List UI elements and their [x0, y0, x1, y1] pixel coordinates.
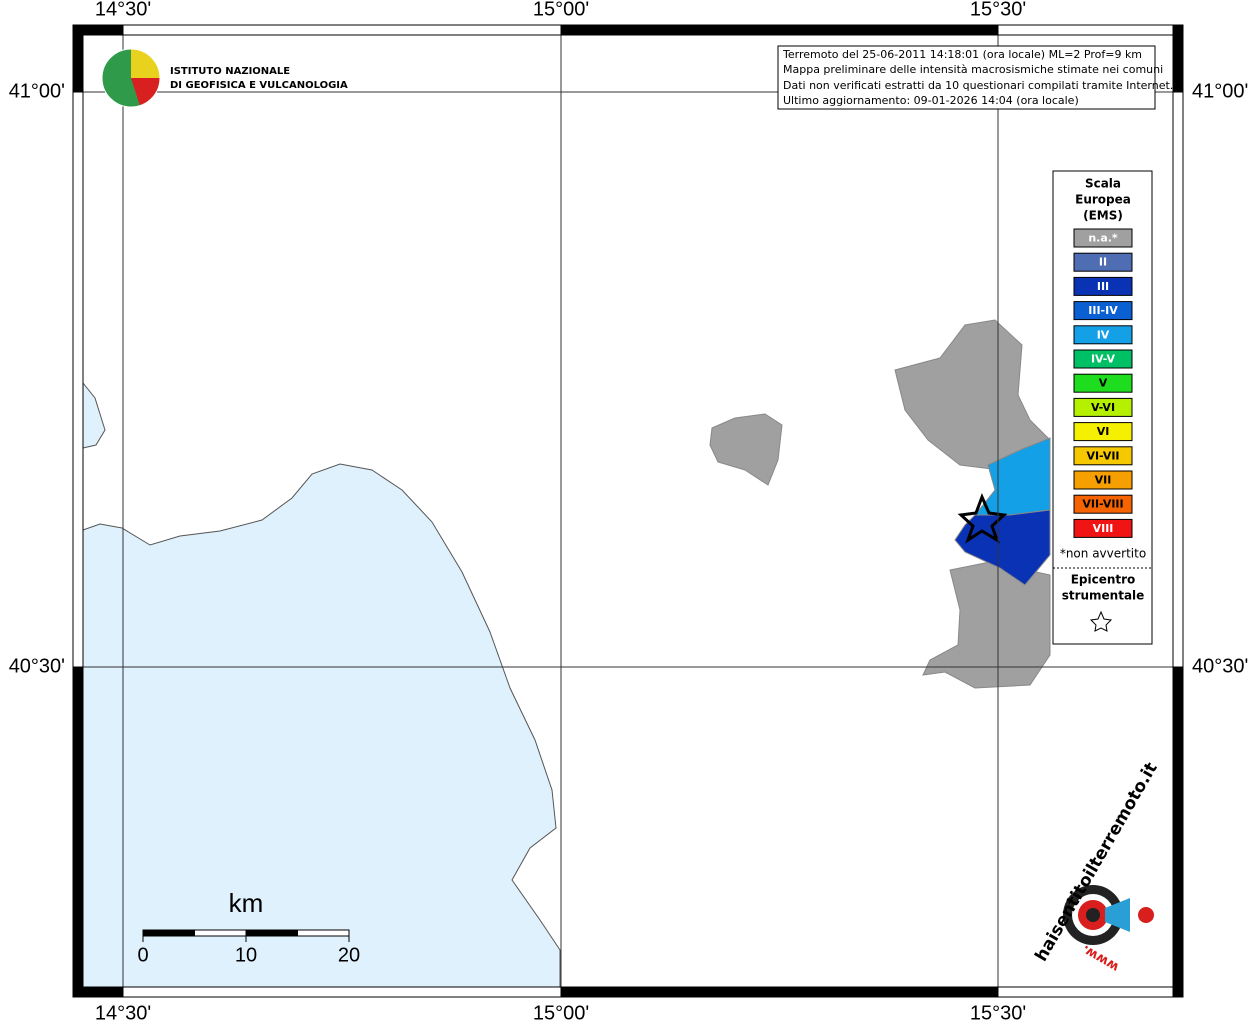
lat-label: 41°00': [9, 80, 65, 102]
scale-tick: 10: [235, 944, 257, 966]
lon-label: 15°30': [970, 0, 1026, 20]
legend-label: II: [1099, 256, 1107, 269]
info-line: Mappa preliminare delle intensità macros…: [783, 63, 1163, 76]
region-na: [922, 561, 1051, 689]
legend-label: III: [1097, 280, 1109, 293]
legend-swatch: [1073, 397, 1133, 417]
legend: Scala Europea (EMS) *non avvertito Epice…: [1052, 170, 1153, 645]
legend-title: Scala: [1085, 177, 1121, 191]
logo-text: ISTITUTO NAZIONALE: [170, 66, 290, 77]
lon-label: 14°30': [95, 0, 151, 20]
legend-swatch: [1073, 470, 1133, 490]
legend-label: VII: [1095, 474, 1112, 487]
epicenter-title: Epicentro: [1071, 573, 1136, 587]
legend-swatch: [1073, 325, 1133, 345]
legend-title: Europea: [1075, 193, 1131, 207]
lat-label: 40°30': [1192, 655, 1248, 677]
epicenter-star: [957, 493, 1008, 544]
legend-title: (EMS): [1083, 209, 1123, 223]
logo-text: DI GEOFISICA E VULCANOLOGIA: [170, 80, 348, 91]
legend-swatch: [1073, 349, 1133, 369]
info-line: Ultimo aggiornamento: 09-01-2026 14:04 (…: [783, 94, 1079, 107]
legend-label: VII-VIII: [1082, 498, 1123, 511]
legend-swatch: [1073, 276, 1133, 296]
legend-swatch: [1073, 518, 1133, 538]
epicenter-title: strumentale: [1062, 589, 1145, 603]
legend-label: V: [1099, 377, 1108, 390]
legend-swatch: [1073, 252, 1133, 272]
scale-tick: 0: [137, 944, 148, 966]
legend-star: [1089, 610, 1113, 632]
legend-label: IV: [1097, 328, 1110, 341]
scale-tick: 20: [338, 944, 360, 966]
legend-swatch: [1073, 422, 1133, 442]
lon-label: 15°30': [970, 1002, 1026, 1024]
lon-label: 15°00': [533, 1002, 589, 1024]
region-iii: [954, 509, 1051, 586]
legend-label: VIII: [1093, 522, 1114, 535]
lon-label: 14°30': [95, 1002, 151, 1024]
region-na: [709, 413, 783, 486]
ingv-logo: ISTITUTO NAZIONALE DI GEOFISICA E VULCAN…: [101, 48, 348, 108]
legend-swatch: [1073, 301, 1133, 321]
frame: [72, 24, 1184, 998]
legend-label: VI: [1097, 425, 1110, 438]
lat-label: 41°00': [1192, 80, 1248, 102]
lat-label: 40°30': [9, 655, 65, 677]
legend-label: VI-VII: [1086, 449, 1119, 462]
legend-swatch: [1073, 446, 1133, 466]
legend-note: *non avvertito: [1060, 547, 1146, 561]
legend-label: IV-V: [1091, 353, 1116, 366]
region-na: [894, 319, 1051, 471]
lon-label: 15°00': [533, 0, 589, 20]
legend-swatch: [1073, 373, 1133, 393]
sea: [82, 463, 561, 988]
legend-label: V-VI: [1091, 401, 1115, 414]
info-box: Terremoto del 25-06-2011 14:18:01 (ora l…: [777, 45, 1173, 110]
legend-swatch: [1073, 228, 1133, 248]
legend-swatch: [1073, 494, 1133, 514]
info-line: Dati non verificati estratti da 10 quest…: [783, 79, 1173, 92]
legend-label: III-IV: [1088, 304, 1118, 317]
info-line: Terremoto del 25-06-2011 14:18:01 (ora l…: [782, 48, 1142, 61]
map-area: [82, 35, 1173, 988]
legend-label: n.a.*: [1088, 232, 1118, 245]
scale-bar: km 0 10 20: [137, 888, 360, 966]
scale-unit: km: [229, 888, 264, 918]
